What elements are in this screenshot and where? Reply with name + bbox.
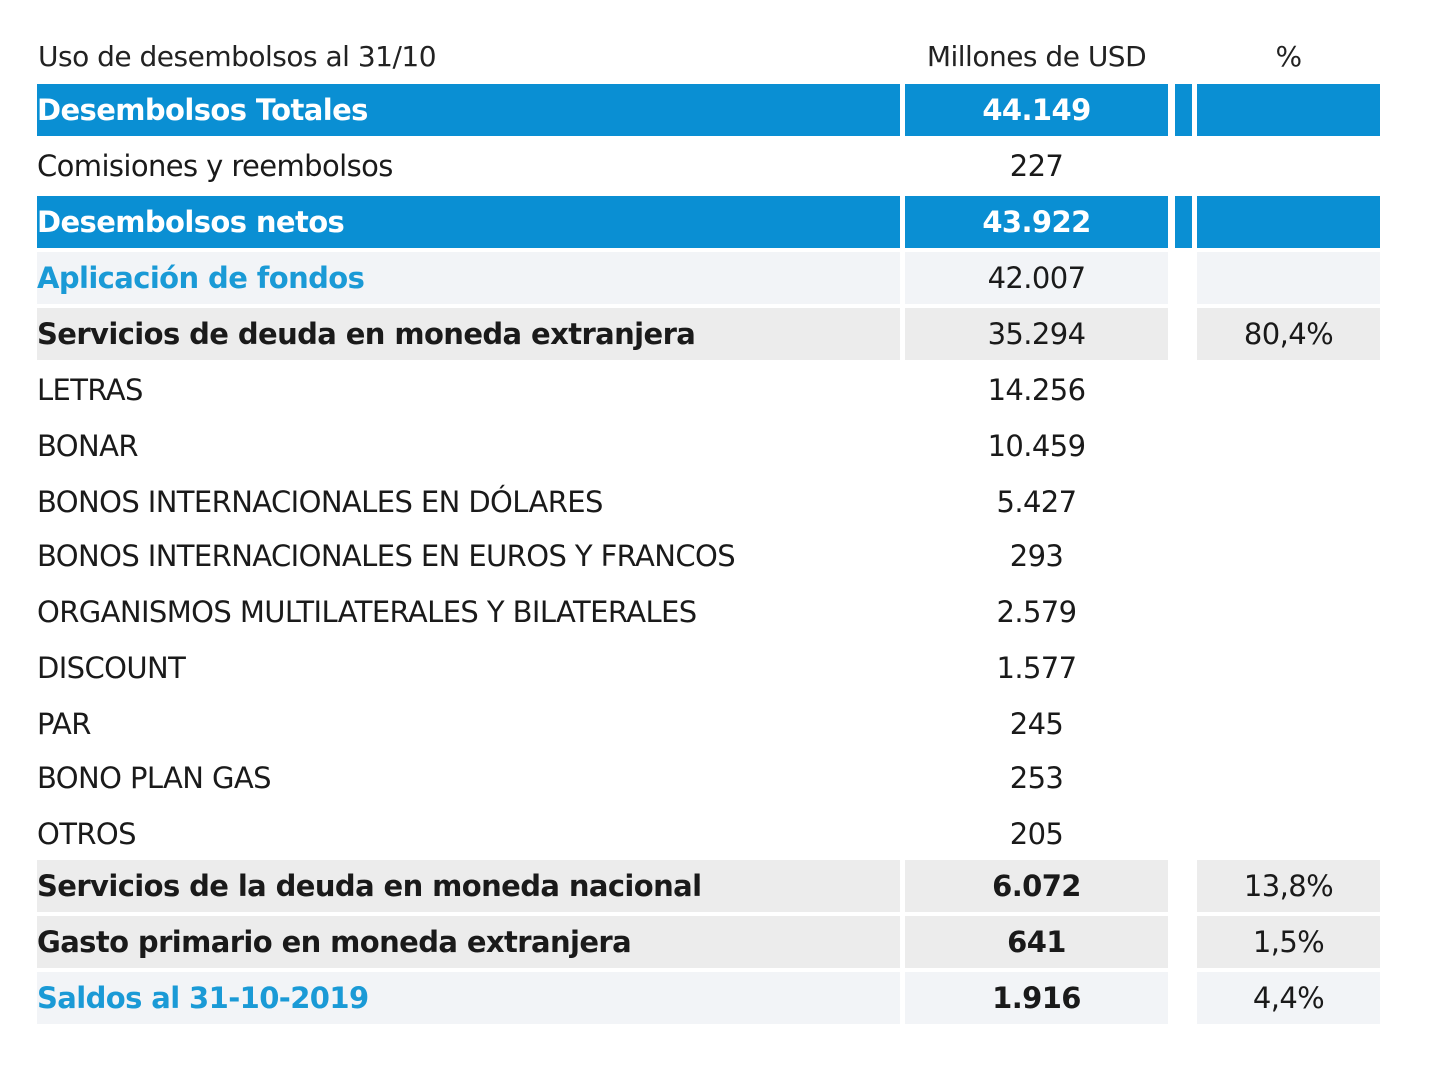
row-percent bbox=[1197, 698, 1380, 750]
row-value: 43.922 bbox=[905, 196, 1168, 248]
row-spacer bbox=[1175, 698, 1192, 750]
row-percent bbox=[1197, 140, 1380, 192]
table-row: Comisiones y reembolsos 227 bbox=[0, 140, 1440, 192]
row-value: 641 bbox=[905, 916, 1168, 968]
row-spacer bbox=[1175, 808, 1192, 860]
row-label: BONO PLAN GAS bbox=[37, 761, 272, 795]
row-spacer bbox=[1175, 916, 1192, 968]
row-value: 35.294 bbox=[905, 308, 1168, 360]
table-row: BONO PLAN GAS 253 bbox=[0, 752, 1440, 804]
row-value: 253 bbox=[1009, 761, 1064, 795]
row-percent: 4,4% bbox=[1197, 972, 1380, 1024]
table-row: OTROS 205 bbox=[0, 808, 1440, 860]
row-label: PAR bbox=[37, 707, 91, 741]
row-spacer bbox=[1175, 252, 1192, 304]
column-header-concept: Uso de desembolsos al 31/10 bbox=[38, 40, 437, 73]
table-row: BONOS INTERNACIONALES EN EUROS Y FRANCOS… bbox=[0, 530, 1440, 582]
table-row: Desembolsos netos 43.922 bbox=[0, 196, 1440, 248]
row-percent bbox=[1197, 420, 1380, 472]
row-percent bbox=[1197, 196, 1380, 248]
row-label: BONAR bbox=[37, 429, 139, 463]
row-spacer bbox=[1175, 752, 1192, 804]
row-spacer bbox=[1175, 84, 1192, 136]
table-row: Saldos al 31-10-2019 1.916 4,4% bbox=[0, 972, 1440, 1024]
row-label: OTROS bbox=[37, 817, 137, 851]
table-row: BONOS INTERNACIONALES EN DÓLARES 5.427 bbox=[0, 476, 1440, 528]
row-value: 6.072 bbox=[905, 860, 1168, 912]
row-label: Servicios de deuda en moneda extranjera bbox=[37, 308, 900, 360]
row-percent: 1,5% bbox=[1197, 916, 1380, 968]
table-row: Aplicación de fondos 42.007 bbox=[0, 252, 1440, 304]
row-spacer bbox=[1175, 308, 1192, 360]
row-value: 245 bbox=[1009, 707, 1064, 741]
row-label: Comisiones y reembolsos bbox=[37, 149, 393, 183]
row-percent bbox=[1197, 84, 1380, 136]
row-value: 14.256 bbox=[987, 373, 1086, 407]
row-label: Desembolsos Totales bbox=[37, 84, 900, 136]
row-value: 293 bbox=[1009, 539, 1064, 573]
row-value: 42.007 bbox=[905, 252, 1168, 304]
row-label: Aplicación de fondos bbox=[37, 252, 900, 304]
table-row: DISCOUNT 1.577 bbox=[0, 642, 1440, 694]
row-spacer bbox=[1175, 140, 1192, 192]
table-row: LETRAS 14.256 bbox=[0, 364, 1440, 416]
row-percent bbox=[1197, 642, 1380, 694]
row-percent bbox=[1197, 476, 1380, 528]
row-value: 2.579 bbox=[996, 595, 1077, 629]
row-label: Saldos al 31-10-2019 bbox=[37, 972, 900, 1024]
row-value: 227 bbox=[1009, 149, 1064, 183]
row-value: 1.916 bbox=[905, 972, 1168, 1024]
row-percent bbox=[1197, 808, 1380, 860]
row-label: LETRAS bbox=[37, 373, 143, 407]
row-percent bbox=[1197, 586, 1380, 638]
column-header-millions-usd: Millones de USD bbox=[926, 40, 1147, 73]
row-spacer bbox=[1175, 476, 1192, 528]
row-spacer bbox=[1175, 420, 1192, 472]
row-label: DISCOUNT bbox=[37, 651, 186, 685]
table-row: BONAR 10.459 bbox=[0, 420, 1440, 472]
table-row: Gasto primario en moneda extranjera 641 1,… bbox=[0, 916, 1440, 968]
row-label: Gasto primario en moneda extranjera bbox=[37, 916, 900, 968]
row-percent bbox=[1197, 364, 1380, 416]
row-spacer bbox=[1175, 196, 1192, 248]
row-value: 205 bbox=[1009, 817, 1064, 851]
row-percent: 13,8% bbox=[1197, 860, 1380, 912]
row-spacer bbox=[1175, 642, 1192, 694]
row-spacer bbox=[1175, 972, 1192, 1024]
row-value: 44.149 bbox=[905, 84, 1168, 136]
row-label: ORGANISMOS MULTILATERALES Y BILATERALES bbox=[37, 595, 697, 629]
row-label: Servicios de la deuda en moneda nacional bbox=[37, 860, 900, 912]
row-percent bbox=[1197, 252, 1380, 304]
table-row: Servicios de deuda en moneda extranjera 3… bbox=[0, 308, 1440, 360]
row-percent: 80,4% bbox=[1197, 308, 1380, 360]
row-value: 5.427 bbox=[996, 485, 1077, 519]
table-row: Servicios de la deuda en moneda nacional… bbox=[0, 860, 1440, 912]
row-label: Desembolsos netos bbox=[37, 196, 900, 248]
row-value: 1.577 bbox=[996, 651, 1077, 685]
row-spacer bbox=[1175, 860, 1192, 912]
table-row: Desembolsos Totales 44.149 bbox=[0, 84, 1440, 136]
row-spacer bbox=[1175, 586, 1192, 638]
row-value: 10.459 bbox=[987, 429, 1086, 463]
row-spacer bbox=[1175, 364, 1192, 416]
row-spacer bbox=[1175, 530, 1192, 582]
column-header-percent: % bbox=[1275, 40, 1302, 73]
row-label: BONOS INTERNACIONALES EN DÓLARES bbox=[37, 485, 603, 519]
row-label: BONOS INTERNACIONALES EN EUROS Y FRANCOS bbox=[37, 539, 736, 573]
table-row: ORGANISMOS MULTILATERALES Y BILATERALES 2… bbox=[0, 586, 1440, 638]
row-percent bbox=[1197, 752, 1380, 804]
row-percent bbox=[1197, 530, 1380, 582]
table-row: PAR 245 bbox=[0, 698, 1440, 750]
